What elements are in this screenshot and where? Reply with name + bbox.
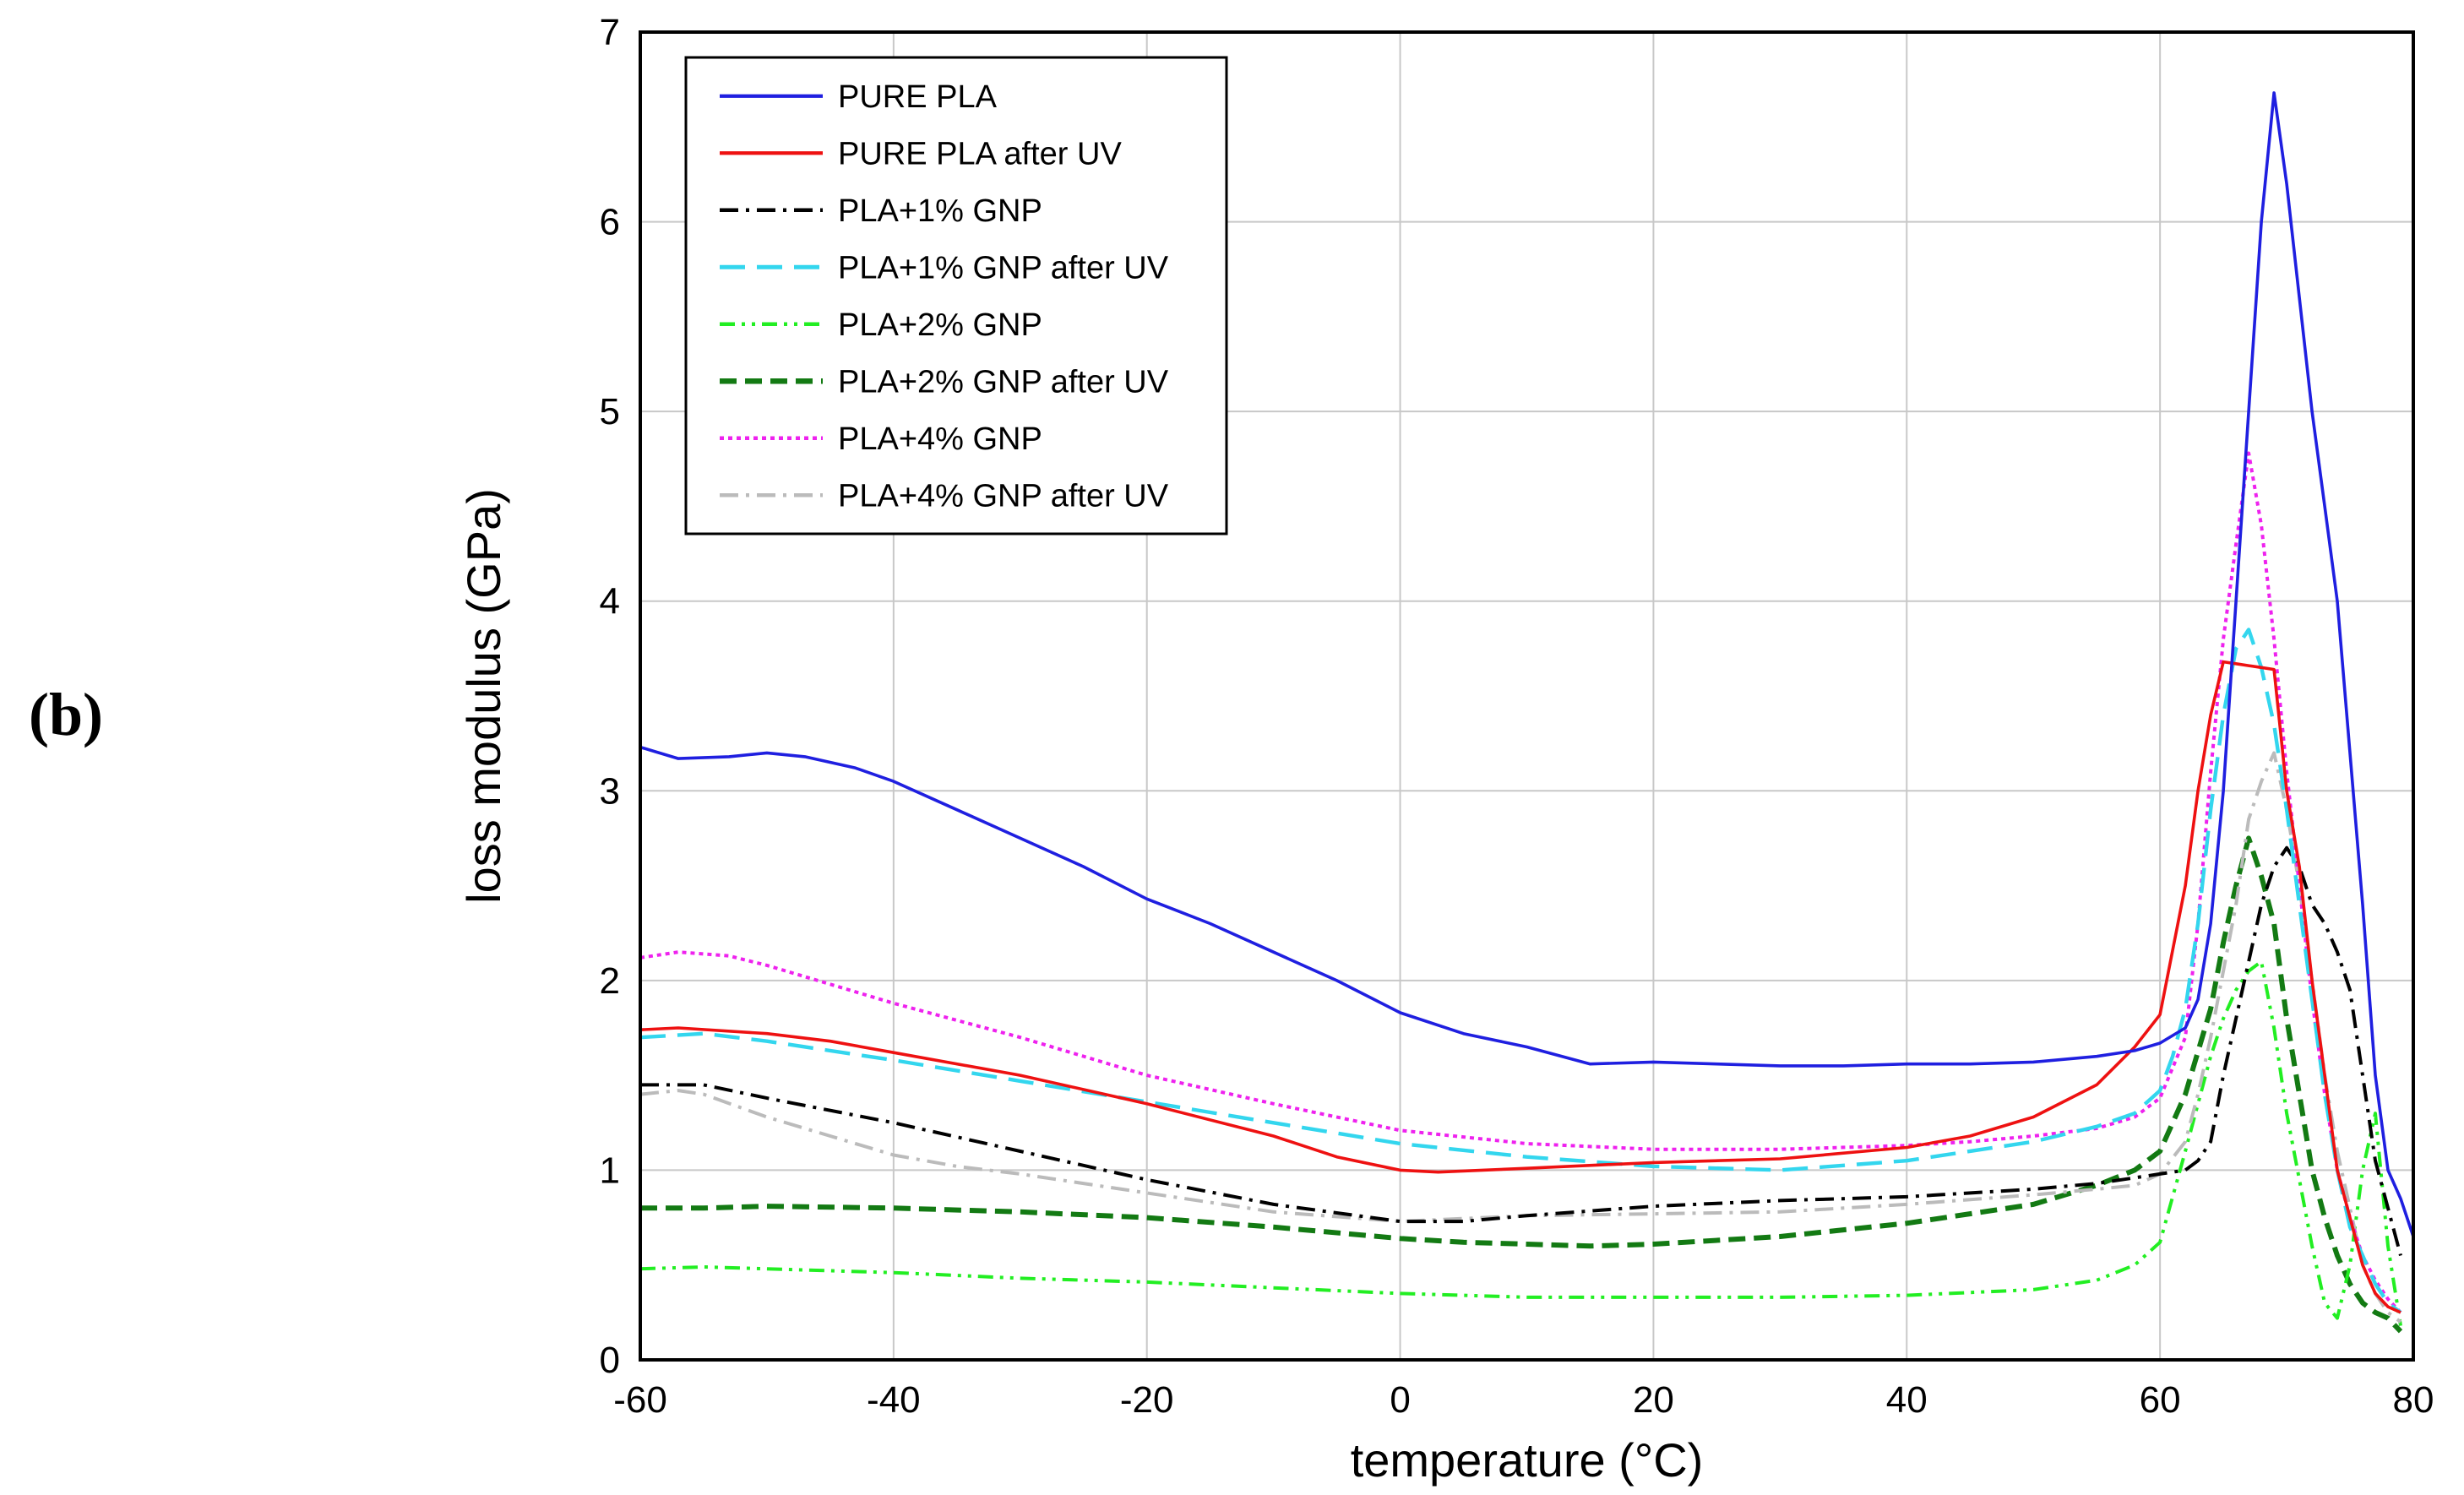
y-tick-label: 3 (600, 770, 620, 812)
legend-label: PLA+2% GNP after UV (838, 364, 1169, 400)
legend-label: PURE PLA (838, 79, 998, 115)
legend-label: PLA+4% GNP (838, 421, 1042, 457)
series-line (639, 960, 2402, 1326)
series-line (639, 628, 2402, 1314)
legend-label: PLA+4% GNP after UV (838, 478, 1169, 514)
legend-label: PLA+1% GNP after UV (838, 250, 1169, 285)
x-tick-label: -60 (613, 1379, 667, 1421)
series-line (640, 835, 2403, 1334)
tick-labels: 0 1 2 3 4 5 6 7 -60 -40 -20 0 20 40 60 80 (600, 12, 2434, 1421)
series-line (639, 91, 2415, 1237)
x-tick-label: -20 (1120, 1379, 1174, 1421)
x-tick-label: 20 (1633, 1379, 1674, 1421)
plot-frame (639, 30, 2415, 1362)
y-tick-label: 0 (600, 1340, 620, 1381)
legend-label: PURE PLA after UV (838, 136, 1122, 171)
y-tick-label: 4 (600, 581, 620, 622)
legend: PURE PLA PURE PLA after UV PLA+1% GNP PLA+1… (684, 56, 1228, 535)
y-tick-label: 6 (600, 202, 620, 243)
series-line (639, 451, 2402, 1314)
x-tick-label: -40 (867, 1379, 921, 1421)
series-line (639, 751, 2402, 1324)
y-tick-label: 1 (600, 1150, 620, 1191)
legend-label: PLA+1% GNP (838, 193, 1042, 229)
series-line (639, 660, 2401, 1314)
x-tick-label: 80 (2393, 1379, 2434, 1421)
series-line (640, 845, 2402, 1257)
series-layer (639, 91, 2415, 1334)
x-tick-label: 40 (1886, 1379, 1928, 1421)
y-tick-label: 7 (600, 12, 620, 53)
y-tick-label: 2 (600, 960, 620, 1002)
y-axis-title: loss modulus (GPa) (457, 488, 510, 904)
x-tick-label: 60 (2140, 1379, 2181, 1421)
legend-box (684, 56, 1228, 535)
panel-label: (b) (29, 681, 103, 748)
legend-label: PLA+2% GNP (838, 307, 1042, 343)
y-tick-label: 5 (600, 391, 620, 432)
x-axis-title: temperature (°C) (1351, 1433, 1704, 1487)
x-tick-label: 0 (1390, 1379, 1410, 1421)
